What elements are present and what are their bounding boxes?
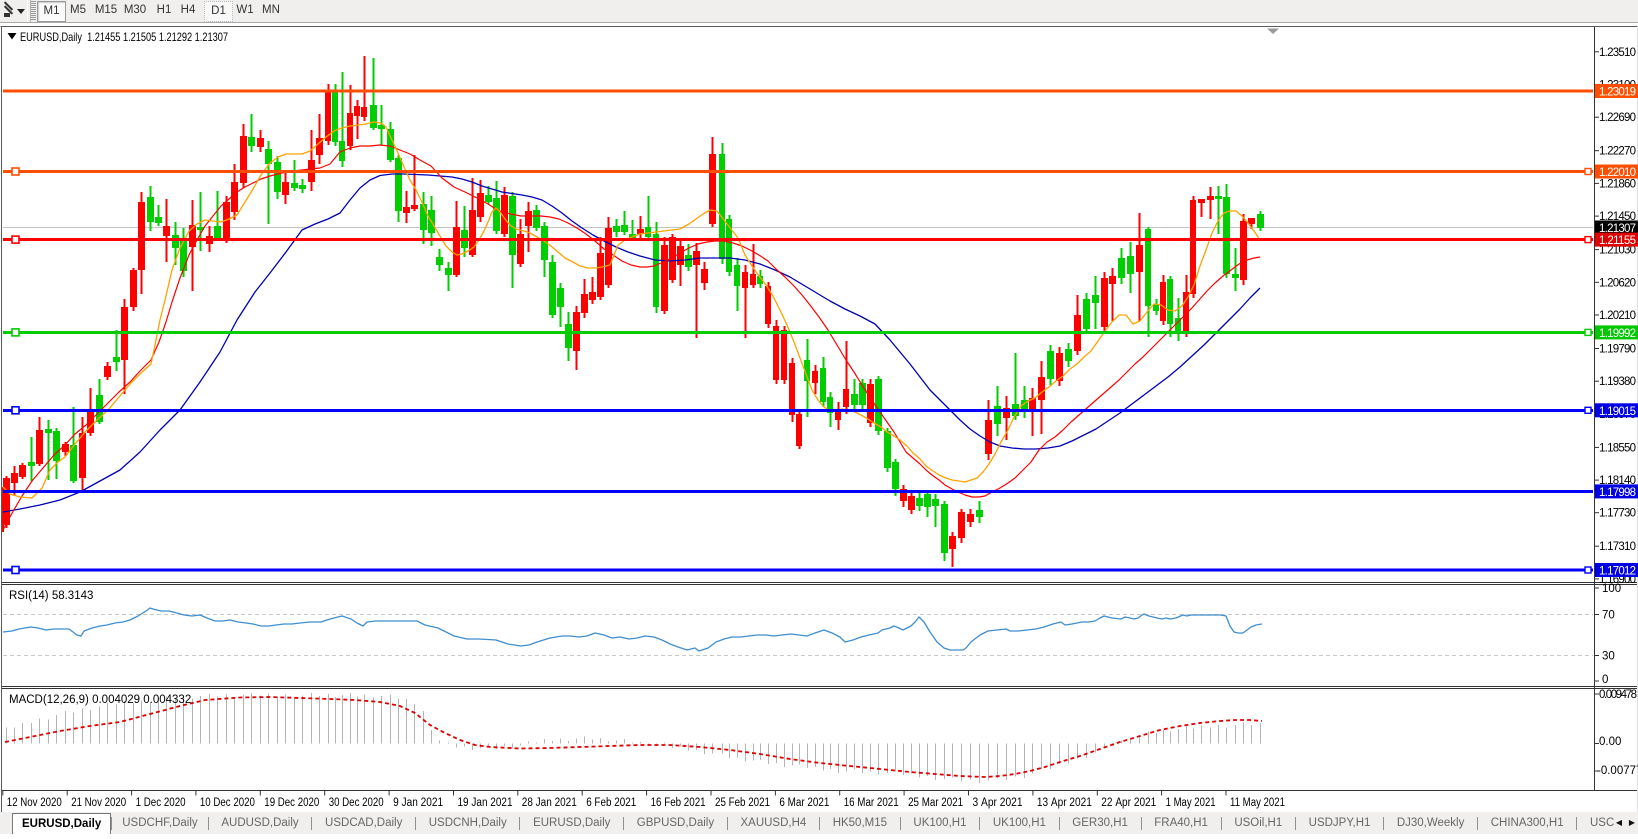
svg-text:1.19790: 1.19790 [1599, 344, 1636, 356]
svg-text:1.19015: 1.19015 [1599, 406, 1636, 418]
svg-text:30 Dec 2020: 30 Dec 2020 [329, 797, 384, 809]
svg-text:1.17998: 1.17998 [1599, 487, 1636, 499]
svg-text:-0.007778: -0.007778 [1597, 765, 1638, 777]
svg-text:70: 70 [1602, 610, 1615, 622]
svg-text:11 May 2021: 11 May 2021 [1230, 797, 1285, 809]
svg-text:1.22010: 1.22010 [1599, 167, 1636, 179]
svg-text:3 Apr 2021: 3 Apr 2021 [973, 797, 1023, 809]
svg-text:1.18550: 1.18550 [1599, 442, 1636, 454]
svg-text:1.18140: 1.18140 [1599, 475, 1636, 487]
svg-text:1.21155: 1.21155 [1599, 235, 1636, 247]
svg-text:1.19992: 1.19992 [1599, 328, 1636, 340]
svg-text:0.009478: 0.009478 [1599, 689, 1637, 701]
svg-text:28 Jan 2021: 28 Jan 2021 [522, 797, 577, 809]
svg-text:12 Nov 2020: 12 Nov 2020 [7, 797, 62, 809]
svg-text:1.22690: 1.22690 [1599, 112, 1636, 124]
svg-text:6 Mar 2021: 6 Mar 2021 [779, 797, 829, 809]
svg-text:10 Dec 2020: 10 Dec 2020 [200, 797, 255, 809]
svg-text:1.17310: 1.17310 [1599, 541, 1636, 553]
svg-text:RSI(14) 58.3143: RSI(14) 58.3143 [9, 590, 93, 602]
svg-text:EURUSD,Daily 1.21455 1.21505: EURUSD,Daily 1.21455 1.21505 1.21292 1.2… [20, 30, 228, 44]
svg-text:1.21030: 1.21030 [1599, 245, 1636, 257]
svg-text:1.23019: 1.23019 [1599, 87, 1636, 99]
svg-text:25 Mar 2021: 25 Mar 2021 [908, 797, 963, 809]
svg-text:100: 100 [1602, 583, 1621, 595]
svg-text:1.23510: 1.23510 [1599, 47, 1636, 59]
svg-text:13 Apr 2021: 13 Apr 2021 [1037, 797, 1092, 809]
svg-text:1.17730: 1.17730 [1599, 508, 1636, 520]
svg-text:1 Dec 2020: 1 Dec 2020 [136, 797, 186, 809]
svg-text:1.21307: 1.21307 [1599, 223, 1636, 235]
svg-text:21 Nov 2020: 21 Nov 2020 [71, 797, 126, 809]
svg-text:19 Dec 2020: 19 Dec 2020 [264, 797, 319, 809]
svg-text:16 Feb 2021: 16 Feb 2021 [651, 797, 706, 809]
svg-text:30: 30 [1602, 651, 1615, 663]
svg-text:1.21450: 1.21450 [1599, 211, 1636, 223]
svg-text:25 Feb 2021: 25 Feb 2021 [715, 797, 770, 809]
svg-text:19 Jan 2021: 19 Jan 2021 [458, 797, 513, 809]
svg-text:1.20210: 1.20210 [1599, 310, 1636, 322]
svg-text:16 Mar 2021: 16 Mar 2021 [844, 797, 899, 809]
svg-text:1.21860: 1.21860 [1599, 178, 1636, 190]
svg-text:0: 0 [1602, 674, 1608, 686]
svg-text:0.00: 0.00 [1599, 736, 1621, 748]
svg-text:1.19380: 1.19380 [1599, 376, 1636, 388]
svg-text:MACD(12,26,9) 0.004029 0.00433: MACD(12,26,9) 0.004029 0.004332 [9, 694, 191, 706]
svg-text:6 Feb 2021: 6 Feb 2021 [586, 797, 636, 809]
svg-text:1.17012: 1.17012 [1599, 566, 1636, 578]
svg-text:9 Jan 2021: 9 Jan 2021 [393, 797, 443, 809]
svg-text:22 Apr 2021: 22 Apr 2021 [1101, 797, 1156, 809]
svg-text:1 May 2021: 1 May 2021 [1166, 797, 1216, 809]
svg-text:1.20620: 1.20620 [1599, 277, 1636, 289]
svg-text:1.22270: 1.22270 [1599, 146, 1636, 158]
